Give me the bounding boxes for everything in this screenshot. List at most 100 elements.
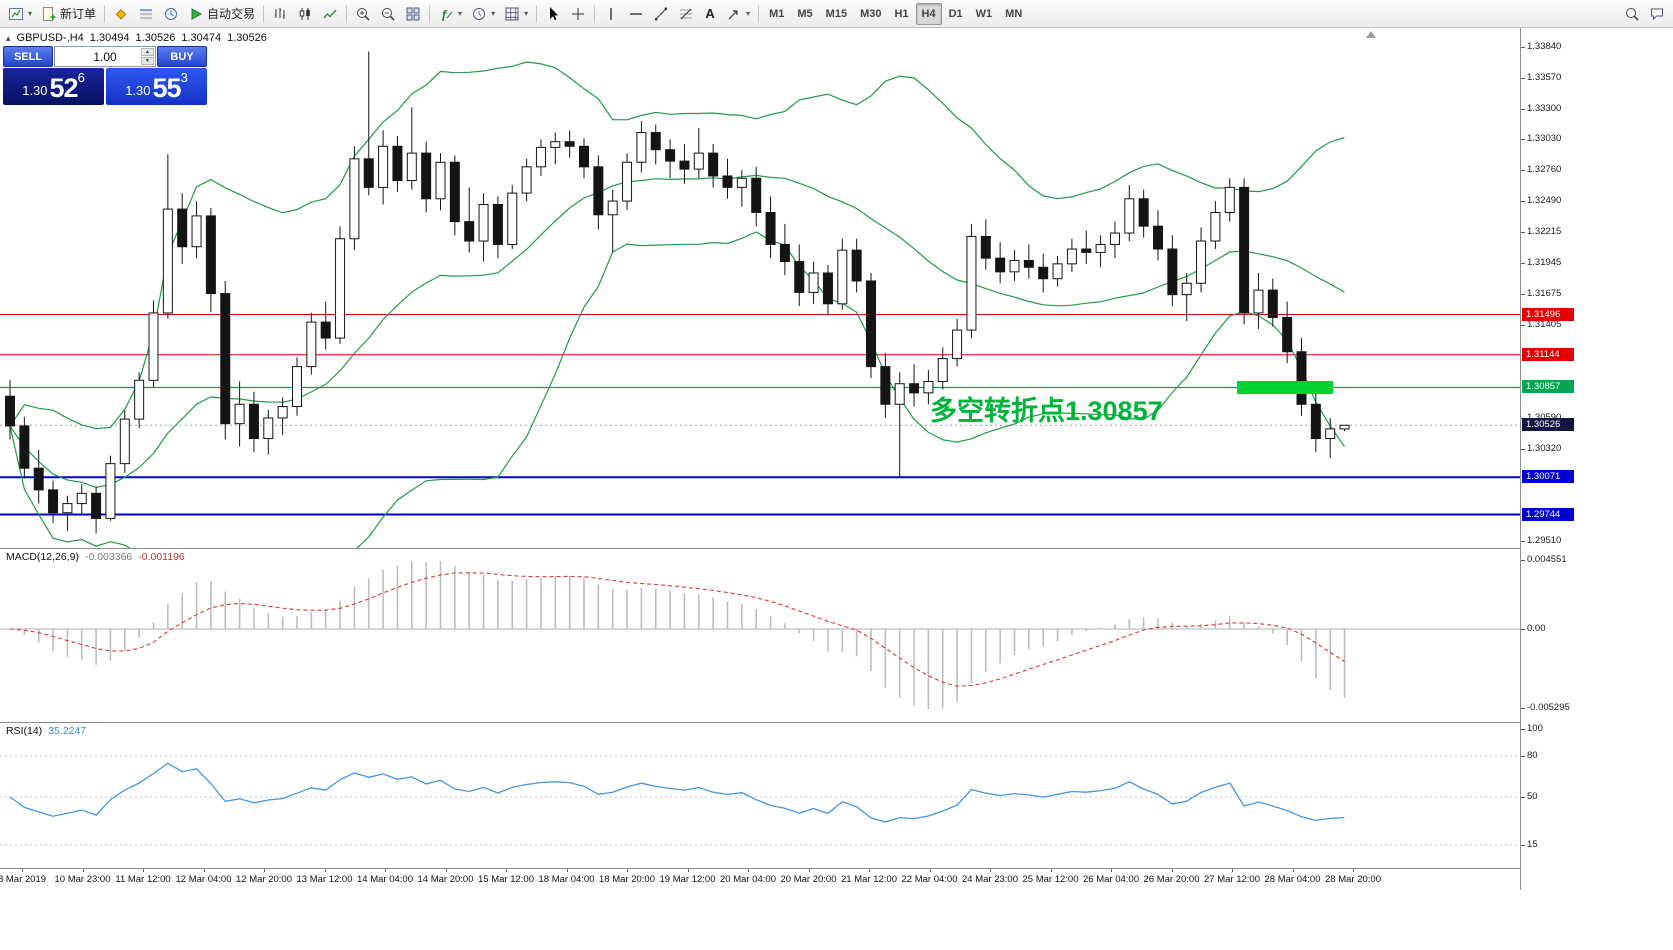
volume-field[interactable]: 1.00 ▲ ▼ bbox=[54, 46, 156, 67]
market-watch-button[interactable] bbox=[109, 3, 133, 25]
time-tick bbox=[506, 868, 507, 872]
crosshair-button[interactable] bbox=[566, 3, 590, 25]
price-chart-panel[interactable]: 多空转折点1.30857 ▴ GBPUSD-,H4 1.30494 1.3052… bbox=[0, 28, 1520, 548]
time-axis[interactable]: 8 Mar 2019 10 Mar 23:00 11 Mar 12:00 12 Mar… bbox=[0, 868, 1520, 892]
bar-chart-icon bbox=[274, 7, 285, 19]
volume-down-button[interactable]: ▼ bbox=[141, 57, 154, 65]
buy-price-sup: 3 bbox=[180, 70, 188, 85]
axis-label: 1.31405 bbox=[1527, 318, 1562, 330]
panel-separator[interactable] bbox=[0, 722, 1578, 723]
volume-value: 1.00 bbox=[93, 49, 117, 64]
time-tick bbox=[627, 868, 628, 872]
axis-tick bbox=[1521, 729, 1525, 730]
rsi-panel[interactable]: RSI(14) 35.2247 bbox=[0, 722, 1520, 868]
price-line-label: 1.31496 bbox=[1522, 307, 1574, 321]
indicators-button[interactable]: ƒ ▾ bbox=[434, 3, 466, 25]
vertical-line-button[interactable] bbox=[599, 3, 623, 25]
bar-chart-button[interactable] bbox=[268, 3, 292, 25]
axis-tick bbox=[1521, 108, 1525, 110]
sell-price-button[interactable]: 1.30 52 6 bbox=[3, 68, 104, 105]
data-window-button[interactable] bbox=[134, 3, 158, 25]
new-chart-button[interactable]: ▾ bbox=[4, 3, 36, 25]
price-line-label: 1.29744 bbox=[1522, 507, 1574, 521]
axis-label: 1.32215 bbox=[1527, 226, 1562, 238]
horizontal-line-button[interactable] bbox=[624, 3, 648, 25]
time-tick bbox=[929, 868, 931, 872]
axis-label: -0.005295 bbox=[1527, 702, 1570, 713]
timeframe-m30-button[interactable]: M30 bbox=[854, 3, 887, 25]
axis-label: 1.33300 bbox=[1527, 102, 1562, 114]
timeframe-m1-button[interactable]: M1 bbox=[763, 3, 790, 25]
price-chart-svg[interactable]: 多空转折点1.30857 bbox=[0, 28, 1520, 548]
timeframe-w1-button[interactable]: W1 bbox=[970, 3, 999, 25]
macd-panel[interactable]: MACD(12,26,9) -0.003366 -0.001196 bbox=[0, 548, 1520, 722]
timeframe-h1-button[interactable]: H1 bbox=[888, 3, 914, 25]
sell-button[interactable]: SELL bbox=[3, 46, 53, 67]
navigator-button[interactable] bbox=[159, 3, 183, 25]
sell-price-prefix: 1.30 bbox=[22, 83, 48, 98]
chart-shift-marker-icon[interactable] bbox=[1366, 31, 1376, 38]
time-tick bbox=[22, 868, 23, 872]
panel-separator[interactable] bbox=[0, 548, 1578, 549]
new-order-button[interactable]: 新订单 bbox=[37, 3, 100, 25]
price-line-label: 1.30071 bbox=[1522, 470, 1574, 484]
axis-tick bbox=[1521, 201, 1525, 203]
timeframe-d1-button[interactable]: D1 bbox=[943, 3, 969, 25]
time-tick bbox=[324, 868, 326, 872]
axis-label: 0.00 bbox=[1527, 623, 1546, 634]
buy-price-button[interactable]: 1.30 55 3 bbox=[106, 68, 207, 105]
timeframe-m15-button[interactable]: M15 bbox=[820, 3, 853, 25]
buy-button[interactable]: BUY bbox=[157, 46, 207, 67]
axis-tick bbox=[1521, 77, 1525, 79]
price-line-label: 1.30857 bbox=[1522, 380, 1574, 394]
macd-signal-value: -0.001196 bbox=[138, 551, 185, 563]
chat-button[interactable] bbox=[1645, 3, 1669, 25]
time-tick bbox=[748, 868, 749, 872]
tile-windows-button[interactable] bbox=[401, 3, 425, 25]
trendline-button[interactable] bbox=[649, 3, 673, 25]
time-tick bbox=[1353, 868, 1354, 872]
toolbar-separator bbox=[346, 4, 348, 23]
zoom-in-button[interactable] bbox=[351, 3, 375, 25]
volume-up-button[interactable]: ▲ bbox=[141, 48, 154, 56]
axis-label: 1.29510 bbox=[1527, 535, 1562, 547]
cursor-button[interactable] bbox=[541, 3, 565, 25]
ohlc-open: 1.30494 bbox=[89, 32, 130, 44]
axis-tick bbox=[1521, 845, 1525, 846]
one-click-toggle-icon[interactable]: ▴ bbox=[6, 32, 11, 43]
candlestick-chart-button[interactable] bbox=[293, 3, 317, 25]
market-watch-icon bbox=[115, 8, 127, 20]
price-axis[interactable]: 1.33840 1.33570 1.33300 1.33030 1.32760 1.324… bbox=[1520, 28, 1579, 890]
time-tick bbox=[1111, 868, 1112, 872]
text-tool-icon: A bbox=[705, 6, 715, 21]
timeframe-m5-button[interactable]: M5 bbox=[791, 3, 818, 25]
timeframe-h4-button[interactable]: H4 bbox=[915, 2, 942, 25]
time-label: 18 Mar 04:00 bbox=[538, 874, 595, 885]
periods-button[interactable]: ▾ bbox=[467, 3, 499, 25]
time-tick bbox=[808, 868, 810, 872]
search-button[interactable] bbox=[1620, 3, 1644, 25]
fibonacci-button[interactable] bbox=[674, 3, 698, 25]
templates-button[interactable]: ▾ bbox=[500, 3, 532, 25]
buy-price-big: 55 bbox=[152, 73, 182, 103]
timeframe-mn-button[interactable]: MN bbox=[999, 3, 1028, 25]
axis-label: 50 bbox=[1527, 791, 1538, 802]
ohlc-low: 1.30474 bbox=[181, 32, 222, 44]
axis-label: 1.33570 bbox=[1527, 71, 1562, 83]
macd-main-value: -0.003366 bbox=[84, 551, 133, 563]
axis-tick bbox=[1521, 294, 1525, 296]
axis-label: 1.31675 bbox=[1527, 288, 1562, 300]
line-chart-button[interactable] bbox=[318, 3, 342, 25]
time-tick bbox=[264, 868, 265, 872]
main-toolbar: ▾ 新订单 自动交易 bbox=[0, 0, 1673, 28]
dropdown-caret-icon: ▾ bbox=[524, 9, 529, 18]
text-tool-button[interactable]: A bbox=[699, 3, 721, 25]
time-label: 8 Mar 2019 bbox=[0, 874, 47, 885]
time-label: 24 Mar 23:00 bbox=[962, 874, 1018, 885]
line-chart-icon bbox=[323, 9, 337, 18]
arrows-tool-button[interactable]: ▾ bbox=[722, 3, 754, 25]
autotrading-button[interactable]: 自动交易 bbox=[184, 3, 259, 25]
toolbar-separator bbox=[594, 4, 596, 23]
time-tick bbox=[1292, 868, 1294, 872]
zoom-out-button[interactable] bbox=[376, 3, 400, 25]
